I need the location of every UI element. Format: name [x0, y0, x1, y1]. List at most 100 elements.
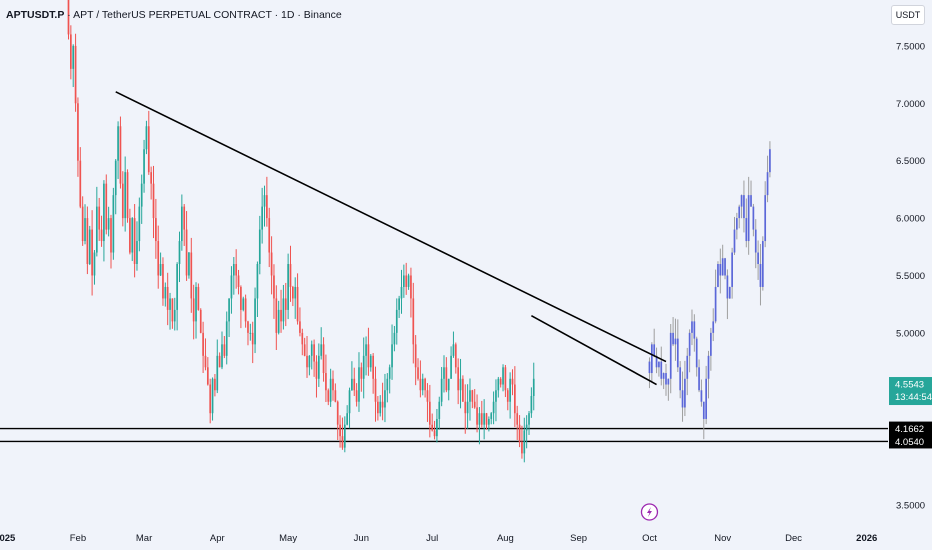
candle-body	[249, 332, 252, 334]
candle-body	[410, 275, 412, 299]
candle-body	[346, 413, 349, 425]
projection-candle-body	[691, 321, 693, 333]
candle	[232, 257, 235, 295]
candle	[67, 0, 70, 40]
candle-body	[211, 378, 214, 414]
candle-body	[84, 218, 86, 242]
candle	[225, 311, 228, 365]
candle-body	[516, 413, 519, 425]
symbol-name[interactable]: APTUSDT.P	[6, 9, 65, 21]
candle	[384, 373, 386, 423]
projection-candle	[691, 309, 693, 346]
projection-candle	[674, 318, 677, 361]
candle	[393, 325, 396, 352]
candle-body	[147, 126, 150, 173]
candle-body	[91, 229, 93, 276]
candle	[183, 204, 186, 246]
candle	[313, 339, 315, 377]
candle-body	[162, 264, 164, 299]
candle	[339, 415, 341, 448]
projection-candle-body	[658, 361, 660, 368]
projection-candle-body	[698, 367, 700, 391]
projection-candles	[648, 141, 771, 440]
candle	[471, 389, 474, 409]
candle	[310, 340, 313, 370]
candle-body	[424, 378, 426, 391]
candle-body	[103, 183, 105, 242]
candle-body	[419, 378, 422, 391]
projection-candle-body	[662, 373, 665, 379]
candle-body	[117, 126, 119, 161]
candle	[218, 352, 221, 368]
candle	[261, 187, 263, 244]
candle	[119, 116, 122, 189]
currency-button[interactable]: USDT	[891, 5, 925, 25]
projection-candle	[648, 357, 651, 389]
candle-body	[358, 367, 360, 402]
candle	[351, 361, 353, 391]
level-price-label: 4.0540	[895, 437, 924, 448]
candle	[369, 354, 372, 372]
candle-body	[232, 264, 235, 276]
candle	[497, 376, 500, 398]
candle-body	[282, 298, 285, 322]
candle	[426, 383, 429, 422]
projection-candle	[698, 359, 700, 393]
projection-candle	[650, 342, 653, 383]
candle	[365, 336, 367, 376]
projection-candle	[700, 379, 703, 407]
price-axis[interactable]: 7.5000 7.0000 6.5000 6.0000 5.5000 5.0000 3.50…	[896, 41, 925, 511]
candle	[388, 364, 391, 394]
candle	[197, 283, 200, 311]
projection-candle	[754, 219, 757, 269]
candle-body	[329, 378, 332, 402]
candle-body	[466, 401, 469, 414]
candle-body	[483, 413, 485, 425]
candle-body	[110, 218, 112, 253]
candle	[469, 378, 471, 421]
event-marker[interactable]	[640, 503, 659, 521]
candle-body	[523, 430, 526, 454]
candle-body	[77, 103, 79, 161]
candle-body	[223, 344, 226, 356]
candle	[353, 367, 356, 397]
candle-body	[289, 264, 292, 287]
candle-body	[183, 206, 186, 230]
candle	[140, 174, 143, 224]
candle-body	[315, 361, 318, 379]
candle-body	[395, 309, 398, 333]
candle-body	[497, 378, 500, 391]
candle-body	[473, 401, 476, 408]
candle	[436, 408, 438, 443]
candle	[459, 358, 462, 409]
projection-candle	[702, 401, 705, 440]
candle-body	[237, 275, 240, 287]
candle	[138, 197, 141, 252]
candle	[287, 253, 289, 320]
candle-body	[138, 206, 141, 242]
candle-body	[471, 390, 474, 402]
candle	[421, 373, 424, 396]
time-axis[interactable]: 2025 Feb Mar Apr May Jun Jul Aug Sep Oct Nov Dec 202…	[0, 533, 877, 544]
candle	[275, 285, 278, 351]
projection-candle	[695, 336, 698, 377]
candle	[263, 185, 266, 227]
candle-body	[339, 424, 341, 437]
candle-body	[476, 407, 478, 425]
projection-candle	[743, 180, 745, 233]
projection-candle	[721, 244, 724, 276]
candle	[284, 282, 287, 327]
candle	[273, 264, 275, 319]
candle-body	[296, 286, 299, 322]
candle-body	[454, 344, 457, 368]
candle-body	[197, 286, 200, 310]
projection-candle-body	[667, 378, 670, 385]
projection-candle	[658, 361, 660, 377]
projection-candle	[705, 365, 707, 425]
candle	[450, 346, 452, 379]
projection-candle	[686, 347, 689, 396]
candle	[417, 358, 419, 381]
candle	[221, 331, 223, 370]
candle	[492, 391, 495, 425]
